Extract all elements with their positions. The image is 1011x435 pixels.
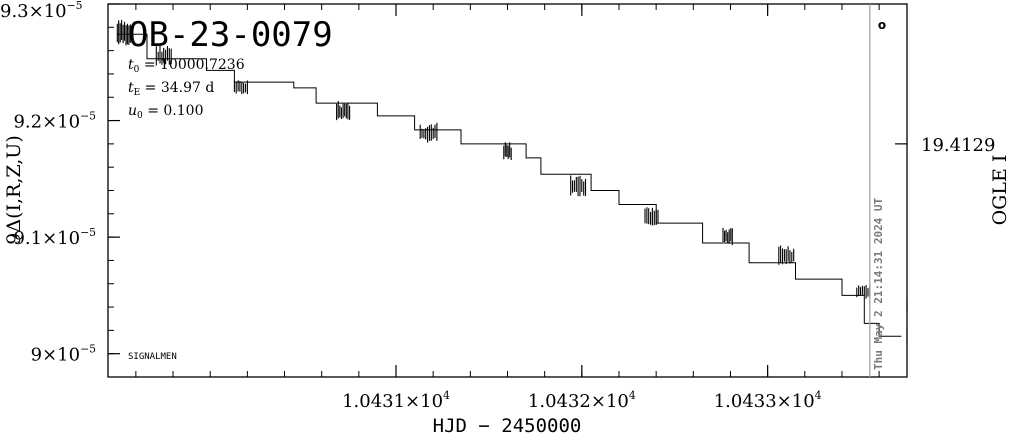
marker-symbol: o [878, 18, 886, 32]
data-spike-group [233, 80, 248, 95]
x-axis-label: HJD − 2450000 [433, 415, 582, 435]
y-tick-label: 9×10−5 [31, 343, 96, 366]
x-tick-label-exponent: 4 [815, 389, 822, 402]
data-spike-group [856, 285, 871, 299]
date-marker: Thu May 2 21:14:31 2024 UT [869, 4, 885, 377]
event-title: OB-23-0079 [128, 15, 333, 55]
y-axis-ticks: 9×10−59.1×10−59.2×10−59.3×10−5 [0, 0, 120, 366]
y-tick-label-top-exponent: −5 [67, 0, 83, 12]
noise-cluster [722, 227, 733, 245]
y-axis-label-left: 9Δ(I,R,Z,U) [3, 135, 25, 244]
x-tick-label: 1.0432×104 [528, 389, 636, 412]
y-tick-label-base: 9.1×10 [13, 228, 80, 249]
y-tick-label-base: 9.2×10 [13, 112, 80, 133]
y-tick-label-top-base: 9.3×10 [0, 1, 67, 22]
y-tick-label-base: 9×10 [31, 345, 80, 366]
step-series [117, 33, 902, 337]
param-symbol: t [128, 57, 134, 73]
y-tick-label: 9.2×10−5 [13, 109, 96, 132]
right-axis-tick-label: 19.4129 [921, 135, 995, 156]
y-tick-label-exponent: −5 [80, 109, 96, 122]
param-value: = 10000.7236 [139, 57, 244, 73]
param-line: t0 = 10000.7236 [128, 57, 245, 75]
noise-cluster [419, 122, 438, 143]
x-tick-label: 1.0433×104 [714, 389, 822, 412]
noise-cluster [336, 101, 351, 121]
param-symbol: t [128, 80, 134, 96]
noise-cluster [503, 142, 512, 160]
param-symbol: u [128, 103, 137, 119]
x-tick-label-base: 1.0433×10 [714, 391, 815, 412]
param-line: tE = 34.97 d [128, 80, 214, 98]
y-axis-label-right: OGLE I [989, 155, 1011, 226]
step-curve [117, 33, 902, 337]
noise-cluster [233, 80, 248, 95]
param-subscript: 0 [137, 111, 143, 121]
data-spike-group [778, 245, 795, 265]
x-tick-label-base: 1.0432×10 [528, 391, 629, 412]
noise-cluster [778, 245, 795, 265]
noise-cluster [570, 175, 587, 197]
param-subscript: E [134, 88, 141, 98]
y-tick-label: 9.1×10−5 [13, 226, 96, 249]
x-axis-ticks: 1.0431×104 1.0432×104 1.0433×104 [135, 4, 880, 412]
data-spike-group [419, 122, 438, 143]
y-tick-label-top: 9.3×10−5 [0, 0, 83, 22]
x-tick-label: 1.0431×104 [342, 389, 450, 412]
data-spike-group [722, 227, 733, 245]
param-subscript: 0 [134, 65, 140, 75]
date-marker-label: Thu May 2 21:14:31 2024 UT [872, 197, 885, 370]
y-tick-label-exponent: −5 [80, 226, 96, 239]
x-tick-label-base: 1.0431×10 [342, 391, 443, 412]
x-tick-label-exponent: 4 [443, 389, 450, 402]
noise-cluster [856, 285, 871, 299]
x-tick-label-exponent: 4 [629, 389, 636, 402]
data-spike-group [503, 142, 512, 160]
right-axis: 19.4129 [895, 135, 995, 156]
data-spike-group [570, 175, 587, 197]
y-tick-label-exponent: −5 [80, 343, 96, 356]
param-value: = 34.97 d [140, 80, 214, 96]
param-value: = 0.100 [143, 103, 204, 119]
data-spike-group [336, 101, 351, 121]
footer-label: SIGNALMEN [128, 352, 177, 362]
param-line: u0 = 0.100 [128, 103, 203, 121]
